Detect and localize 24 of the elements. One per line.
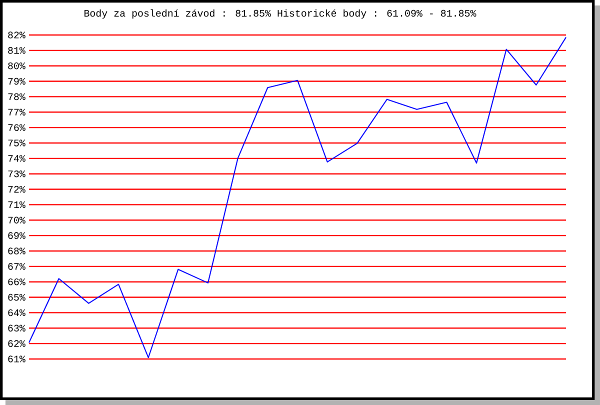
y-tick-label: 70% [8, 216, 26, 224]
y-tick-label: 67% [8, 262, 26, 270]
y-tick-label: 68% [8, 247, 26, 254]
y-tick-label: 62% [8, 340, 26, 347]
y-tick-label: 79% [8, 78, 26, 85]
y-tick-label: 71% [8, 201, 26, 208]
y-tick-label: 76% [8, 124, 26, 131]
chart-title: Body za poslední závod : 81.85% Historické body : 61.09% - 81.85% [84, 9, 476, 18]
y-tick-label: 77% [8, 108, 26, 116]
y-tick-label: 63% [8, 324, 26, 332]
y-tick-label: 74% [8, 154, 26, 162]
y-tick-label: 65% [8, 294, 26, 301]
y-tick-label: 72% [8, 186, 26, 192]
y-tick-label: 82% [8, 31, 26, 38]
y-tick-label: 66% [8, 278, 26, 286]
y-tick-label: 81% [8, 46, 26, 54]
y-tick-label: 78% [8, 93, 26, 100]
y-tick-label: 73% [8, 170, 26, 178]
y-tick-label: 80% [8, 62, 26, 70]
y-tick-label: 69% [8, 232, 26, 239]
y-tick-label: 61% [8, 355, 26, 362]
y-tick-label: 75% [8, 139, 26, 146]
line-series [28, 36, 567, 358]
y-tick-label: 64% [8, 309, 26, 316]
